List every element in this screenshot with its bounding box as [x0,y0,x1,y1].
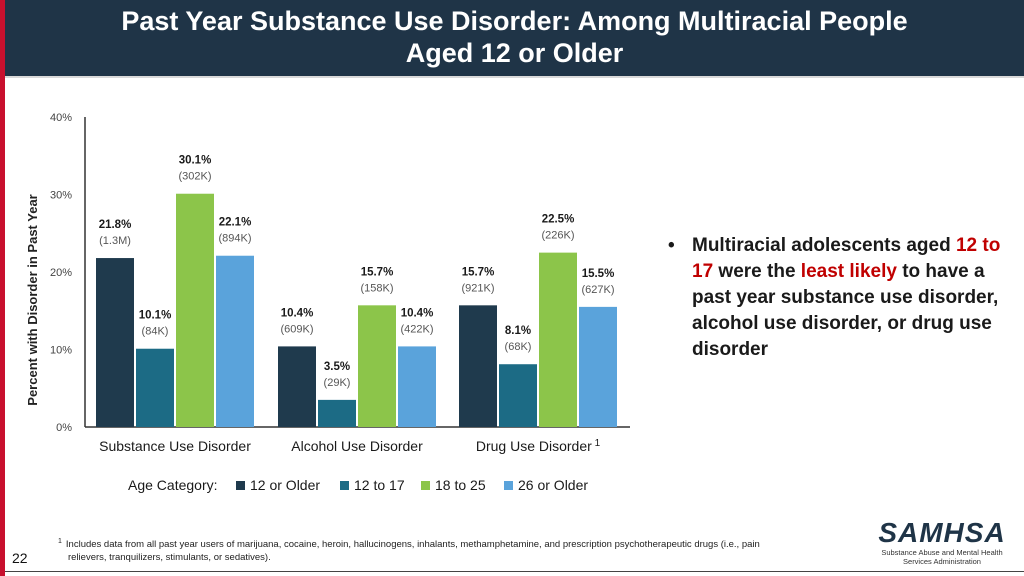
y-tick-label: 30% [50,190,72,202]
y-axis-title: Percent with Disorder in Past Year [25,194,40,405]
logo-subtitle-line-2: Services Administration [903,557,981,566]
logo-wordmark: SAMHSA [878,517,1006,548]
data-label-count: (921K) [461,282,494,294]
bar [398,346,436,427]
page-title-line-2: Aged 12 or Older [405,38,624,68]
footnote-line-1: Includes data from all past year users o… [65,539,760,551]
data-label-percent: 10.1% [139,310,172,322]
data-label-background [216,210,256,251]
data-label-count: (894K) [218,233,251,245]
legend-label: 26 or Older [518,477,588,493]
bullet-text: Multiracial adolescents aged 12 to 17 we… [692,233,1002,363]
legend-swatch [421,481,430,490]
data-label-background [398,301,438,342]
data-label-percent: 10.4% [281,307,314,319]
y-tick-label: 40% [50,112,72,124]
data-label-percent: 30.1% [179,155,212,167]
title-banner: Past Year Substance Use Disorder: Among … [5,0,1024,78]
bar [318,399,356,427]
y-tick-label: 0% [56,422,72,434]
legend-label: 12 to 17 [354,477,405,493]
bar [358,305,396,427]
category-superscript: 1 [592,438,601,449]
data-label-count: (302K) [178,171,211,183]
bullet-text-mid: were the [718,261,796,282]
bottom-divider [5,571,1024,572]
bar [499,364,537,427]
data-label-background [459,260,499,301]
data-label-background [318,354,358,395]
x-category-label: Drug Use Disorder 1 [476,438,601,454]
bar [459,305,497,427]
data-label-percent: 22.1% [219,217,252,229]
data-label-percent: 15.5% [582,268,615,280]
page-title-line-1: Past Year Substance Use Disorder: Among … [121,6,908,36]
bar [96,258,134,427]
data-label-count: (1.3M) [99,235,131,247]
data-label-background [358,260,398,301]
data-label-background [579,261,619,302]
bar [278,346,316,427]
data-label-percent: 15.7% [361,266,394,278]
legend-label: 18 to 25 [435,477,486,493]
bullet-dot: • [668,235,675,256]
logo-subtitle-line-1: Substance Abuse and Mental Health [881,548,1003,557]
data-label-count: (609K) [280,323,313,335]
bar [176,193,214,427]
y-tick-label: 10% [50,345,72,357]
data-label-percent: 8.1% [505,325,531,337]
legend-label: 12 or Older [250,477,320,493]
data-label-percent: 21.8% [99,219,132,231]
bar [216,255,254,427]
bullet-text-end: to have a past year substance use disord… [692,261,999,360]
data-label-percent: 3.5% [324,361,350,373]
left-accent-stripe [0,0,5,576]
bar [579,306,617,427]
x-category-label: Substance Use Disorder [99,438,251,454]
data-label-percent: 15.7% [462,266,495,278]
data-label-background [96,213,136,254]
data-label-count: (29K) [324,377,351,389]
bullet-highlight-age: 12 to 17 [692,235,1001,282]
data-label-count: (422K) [400,323,433,335]
data-label-background [539,207,579,248]
footnote: 1 Includes data from all past year users … [58,535,858,564]
key-finding-bullet: • Multiracial adolescents aged 12 to 17 … [668,233,1002,363]
footnote-line-2: relievers, tranquilizers, stimulants, or… [68,552,271,564]
samhsa-logo: SAMHSA Substance Abuse and Mental Health… [872,517,1012,567]
bar [136,348,174,427]
bar [539,252,577,427]
footnote-marker: 1 [58,538,62,545]
data-label-count: (627K) [581,284,614,296]
data-label-percent: 22.5% [542,214,575,226]
data-label-background [278,301,318,342]
legend-swatch [236,481,245,490]
data-label-background [136,303,176,344]
bullet-highlight-least-likely: least likely [800,261,897,282]
legend-title: Age Category: [128,477,218,493]
data-label-background [176,148,216,189]
y-tick-label: 20% [50,267,72,279]
data-label-background [499,319,539,360]
x-category-label: Alcohol Use Disorder [291,438,423,454]
legend-swatch [504,481,513,490]
bullet-text-start: Multiracial adolescents aged [692,235,951,256]
data-label-count: (226K) [541,230,574,242]
data-label-count: (158K) [360,282,393,294]
data-label-count: (84K) [142,326,169,338]
slide-number: 22 [12,550,28,566]
data-label-percent: 10.4% [401,307,434,319]
data-label-count: (68K) [505,341,532,353]
legend-swatch [340,481,349,490]
